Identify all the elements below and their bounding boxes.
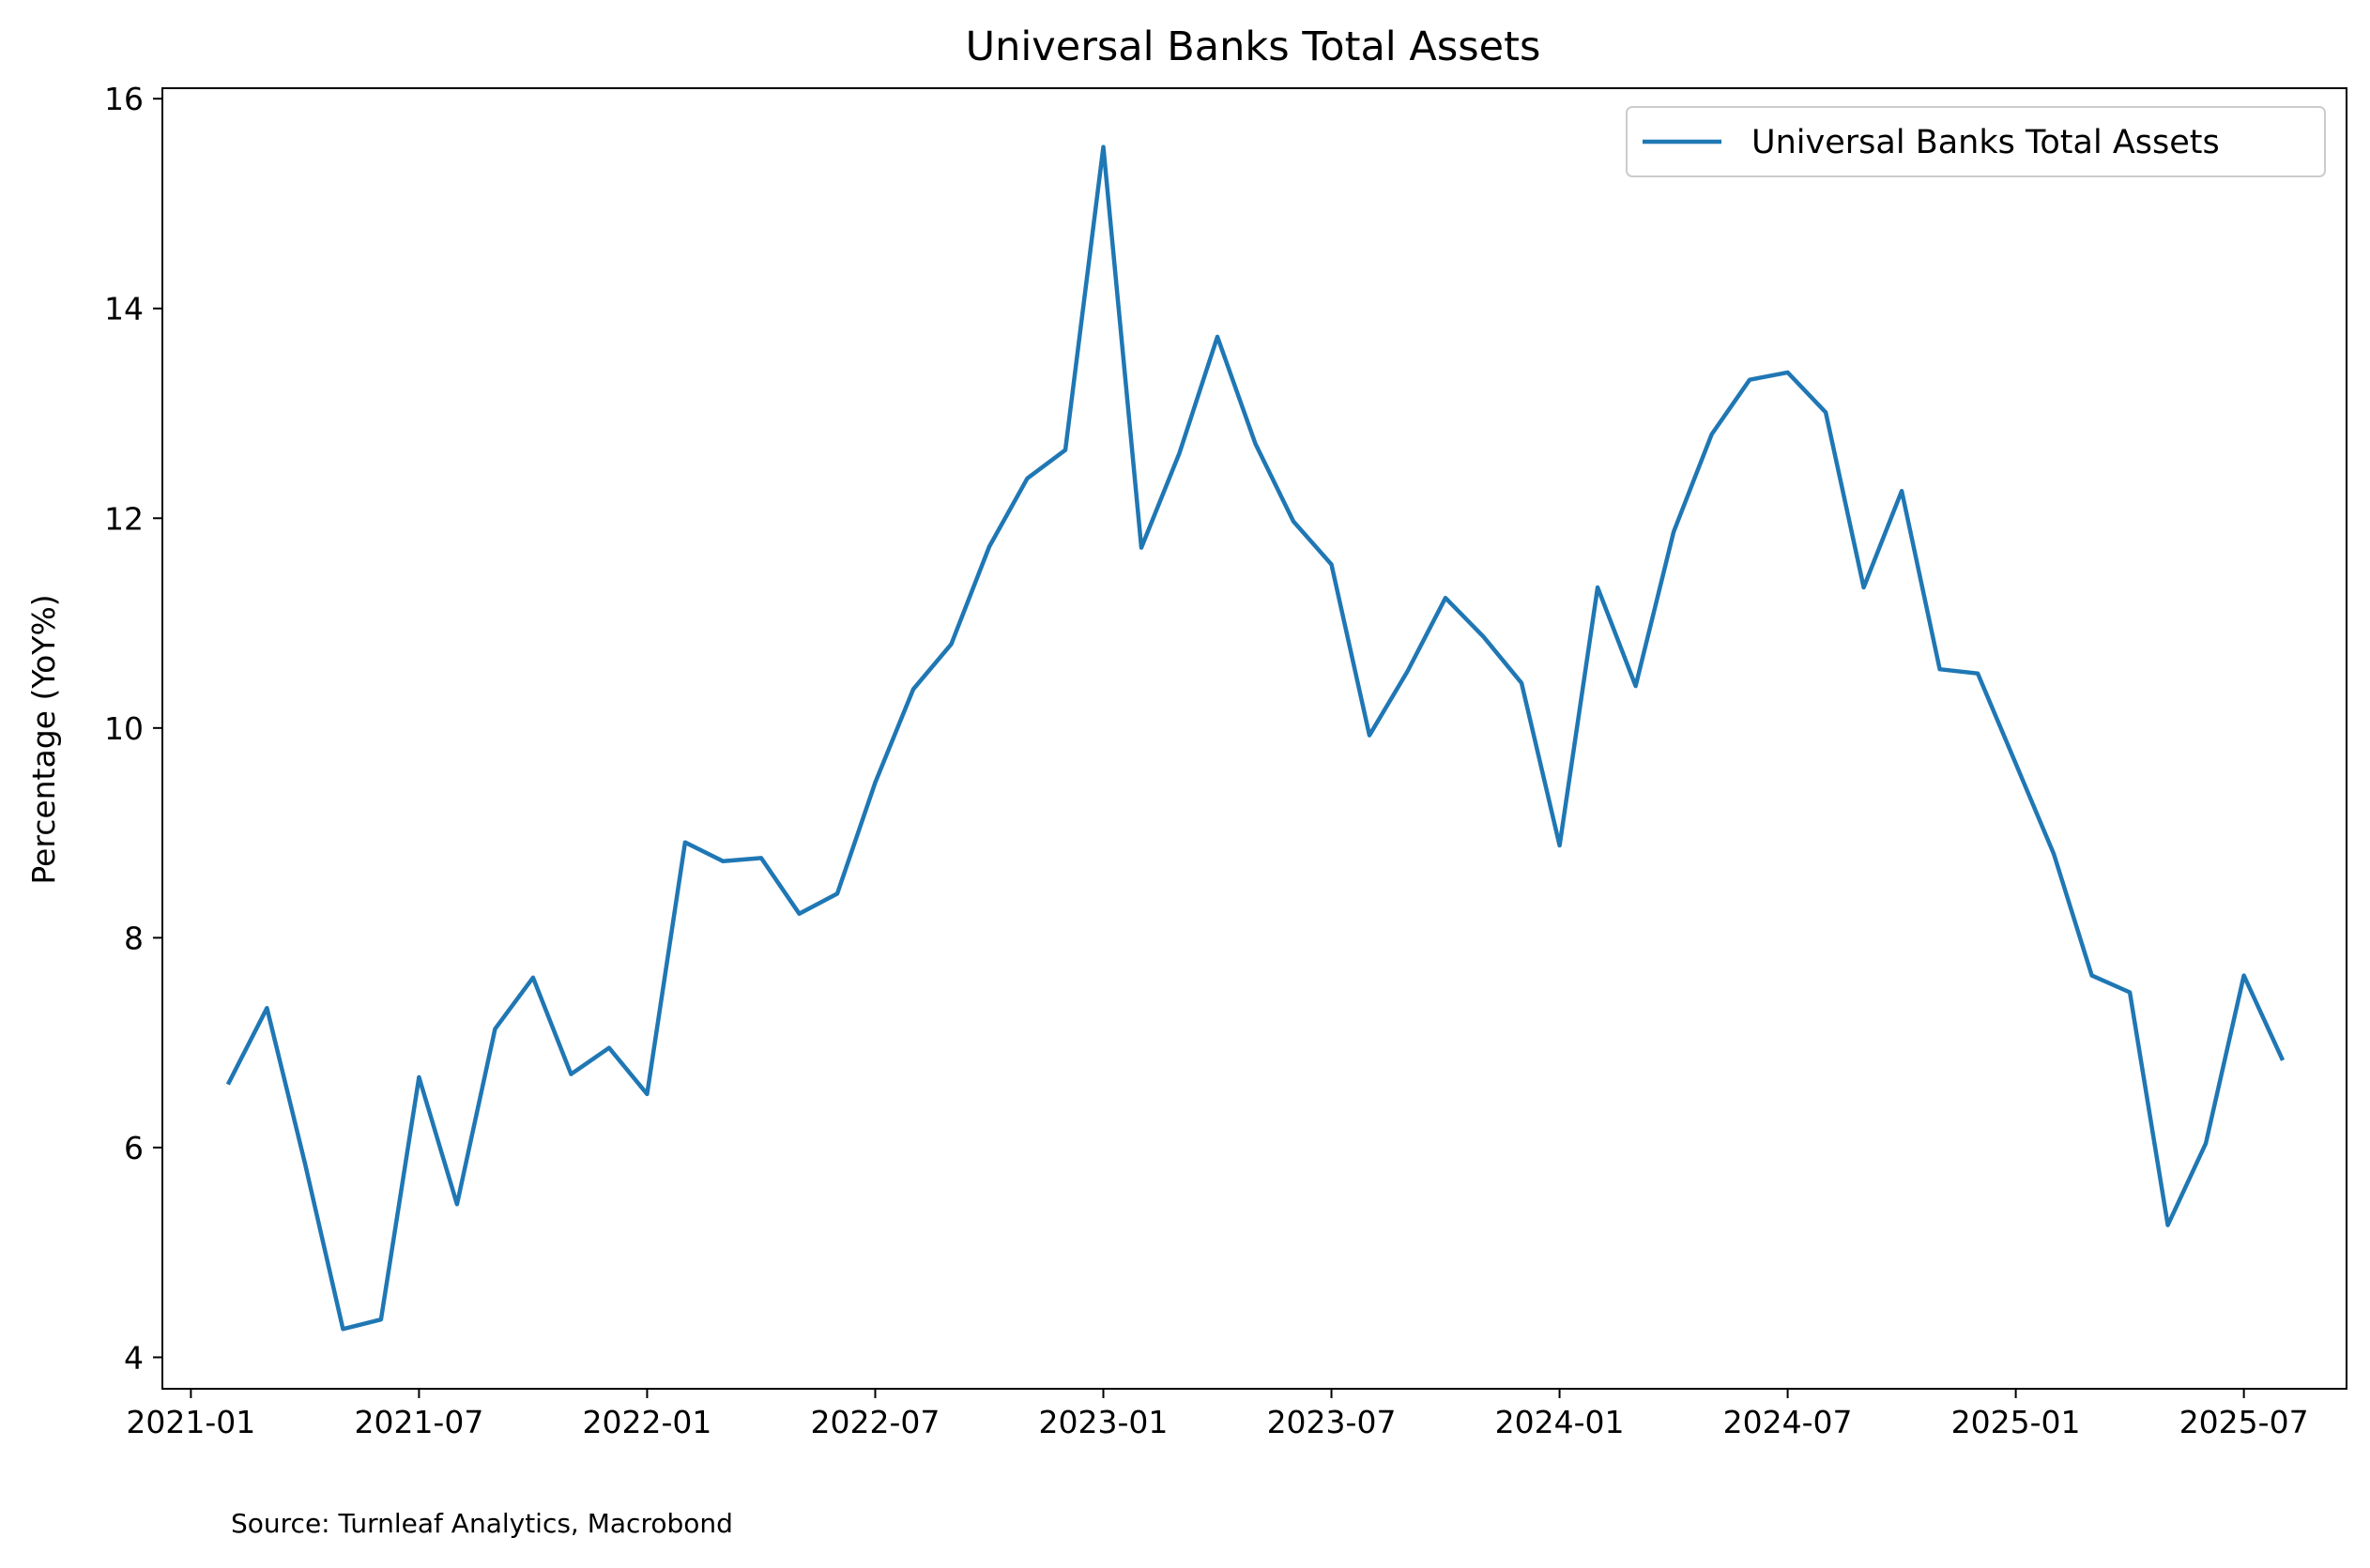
- legend-label: Universal Banks Total Assets: [1751, 124, 2220, 161]
- legend-box: [1626, 106, 2326, 177]
- chart-title: Universal Banks Total Assets: [966, 23, 1541, 70]
- y-tick-label: 4: [124, 1339, 144, 1376]
- y-tick-label: 12: [104, 500, 144, 537]
- legend: Universal Banks Total Assets: [1626, 106, 2326, 177]
- x-tick-label: 2023-01: [1039, 1404, 1169, 1440]
- y-axis-ticks: 4 6 8 10 12 14 16: [104, 81, 162, 1376]
- x-tick-label: 2022-07: [811, 1404, 940, 1440]
- y-tick-label: 10: [104, 710, 144, 747]
- y-tick-label: 6: [124, 1130, 144, 1166]
- x-tick-label: 2025-01: [1951, 1404, 2081, 1440]
- x-tick-label: 2022-01: [582, 1404, 711, 1440]
- x-tick-label: 2025-07: [2179, 1404, 2309, 1440]
- x-tick-label: 2021-07: [354, 1404, 483, 1440]
- y-tick-label: 14: [104, 291, 144, 327]
- series-line-universal-banks-total-assets: [225, 145, 2286, 1332]
- x-tick-label: 2021-01: [126, 1404, 255, 1440]
- plot-area-frame: [161, 87, 2347, 1390]
- x-tick-label: 2024-01: [1495, 1404, 1625, 1440]
- series-layer: [225, 145, 2286, 1332]
- x-tick-label: 2023-07: [1267, 1404, 1397, 1440]
- y-tick-label: 8: [124, 920, 144, 956]
- x-axis-ticks: 2021-01 2021-07 2022-01 2022-07 2023-01 2023-…: [126, 1389, 2309, 1440]
- y-tick-label: 16: [104, 81, 144, 117]
- source-note: Source: Turnleaf Analytics, Macrobond: [231, 1508, 733, 1539]
- x-tick-label: 2024-07: [1723, 1404, 1853, 1440]
- y-axis-label: Percentage (YoY%): [25, 594, 62, 884]
